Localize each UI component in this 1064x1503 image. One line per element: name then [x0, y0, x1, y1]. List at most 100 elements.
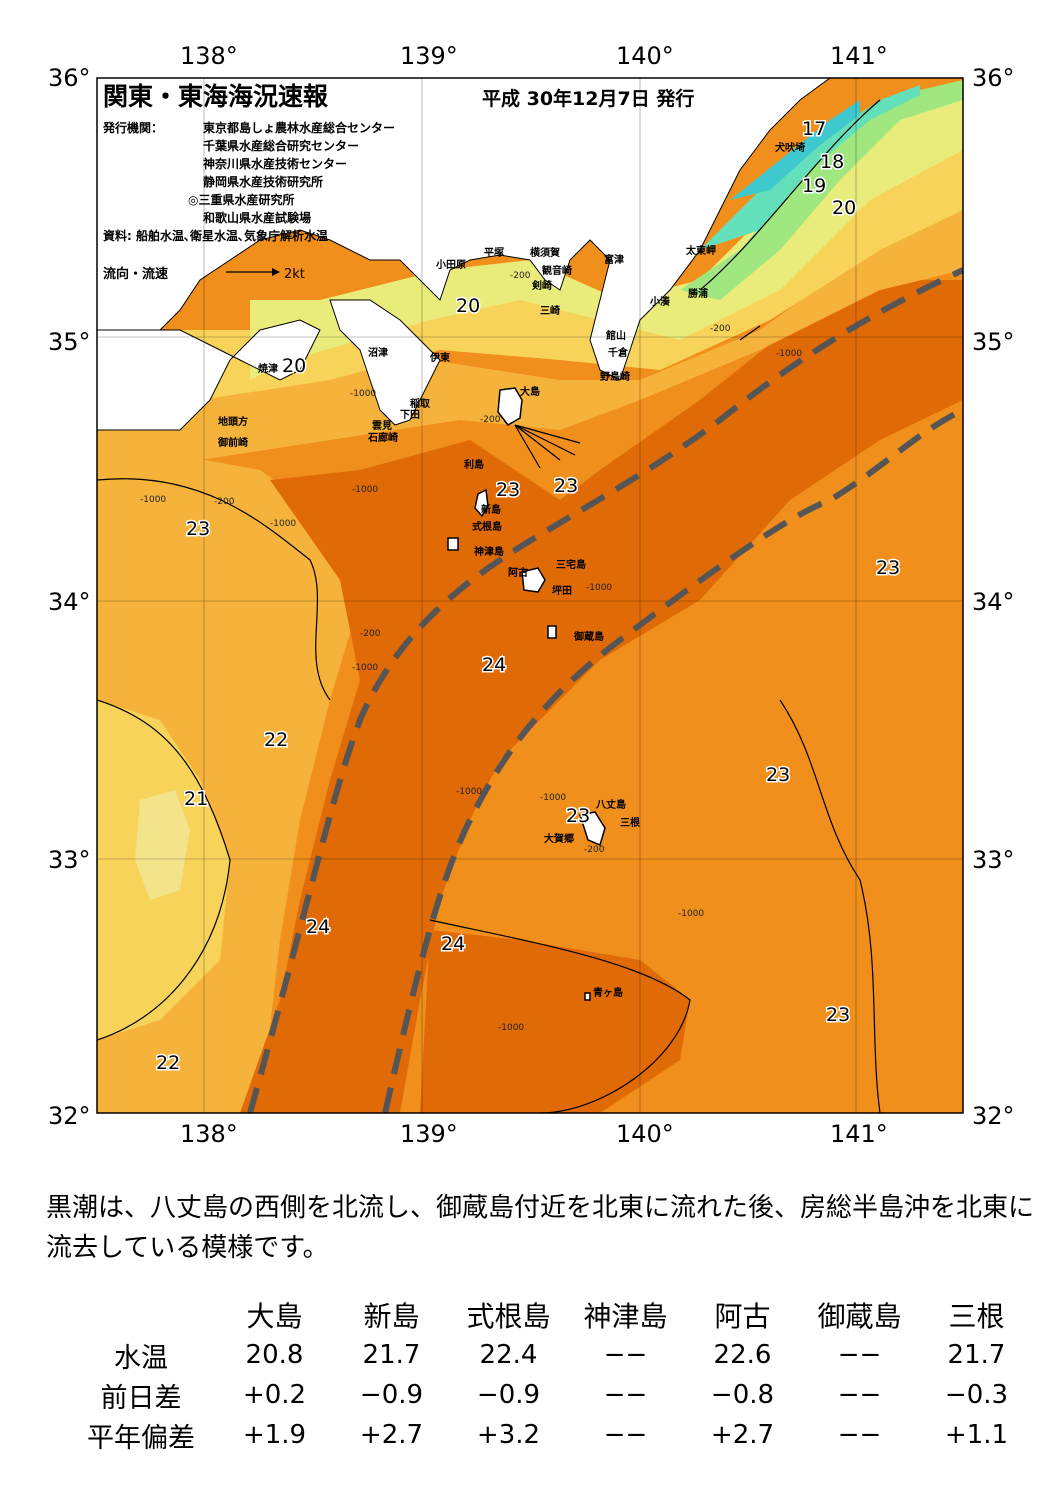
depth-label: -1000	[540, 793, 566, 803]
isotherm-label: 23	[876, 557, 900, 579]
lon-label-139-bottom: 139°	[400, 1120, 458, 1148]
table-cell: −−	[603, 1380, 648, 1410]
map-grid	[97, 78, 963, 1113]
lat-label-34-right: 34°	[972, 588, 1015, 616]
issue-date: 平成 30年12月7日 発行	[482, 87, 694, 110]
row-label: 平年偏差	[87, 1422, 195, 1454]
station-name: 大島	[246, 1300, 303, 1333]
table-row: 水温 20.8 21.7 22.4 −− 22.6 −− 21.7	[66, 1335, 1035, 1375]
isotherm-label: 17	[802, 118, 826, 140]
zone-17	[730, 100, 860, 200]
depth-label: -200	[510, 271, 531, 281]
lon-label-141-top: 141°	[830, 42, 888, 70]
zone-19	[680, 80, 963, 300]
island-mikurajima	[547, 625, 557, 639]
zone-22-north	[97, 200, 963, 470]
sea-temperature-map: 関東・東海海況速報 平成 30年12月7日 発行 発行機関： 東京都島しょ農林水…	[96, 77, 964, 1114]
table-cell: 21.7	[947, 1340, 1006, 1370]
kuroshio-axis-west	[247, 267, 963, 1113]
isotherm-label: 23	[186, 518, 210, 540]
table-cell: −−	[603, 1420, 648, 1450]
place-labels: 犬吠埼 太東岬 勝浦 小湊 館山 千倉 野島崎 富津 平塚 横須賀 観音崎 剣崎…	[217, 141, 805, 999]
table-cell: 21.7	[362, 1340, 421, 1370]
place-label: 太東岬	[685, 244, 716, 257]
table-cell: +0.2	[242, 1380, 307, 1410]
isotherm-label: 20	[832, 197, 856, 219]
place-label: 富津	[604, 253, 624, 266]
lat-label-32-left: 32°	[48, 1102, 91, 1130]
place-label: 稲取	[410, 397, 431, 410]
depth-label: -200	[214, 497, 235, 507]
lon-label-138-top: 138°	[180, 42, 238, 70]
lat-label-35-left: 35°	[48, 328, 91, 356]
lon-label-139-top: 139°	[400, 42, 458, 70]
row-label: 前日差	[100, 1382, 182, 1414]
summary-text: 黒潮は、八丈島の西側を北流し、御蔵島付近を北東に流れた後、房総半島沖を北東に流去…	[46, 1193, 1035, 1263]
flow-legend-scale: 2kt	[284, 267, 305, 282]
depth-label: -1000	[140, 495, 166, 505]
lat-label-32-right: 32°	[972, 1102, 1015, 1130]
isotherm-label: 22	[264, 729, 288, 751]
place-label: 新島	[481, 503, 501, 516]
isotherm-label: 21	[184, 788, 208, 810]
lat-label-33-right: 33°	[972, 846, 1015, 874]
place-label: 千倉	[608, 346, 629, 359]
depth-label: -1000	[270, 519, 296, 529]
data-source: 資料: 船舶水温､衛星水温､気象庁解析水温	[103, 228, 328, 243]
issuer-5: ◎三重県水産研究所	[188, 192, 294, 207]
isotherm-label: 23	[554, 475, 578, 497]
place-label: 沼津	[368, 346, 388, 359]
flow-legend-arrowhead	[272, 268, 280, 276]
isotherm-label: 24	[482, 654, 506, 676]
table-cell: −−	[603, 1340, 648, 1370]
station-name: 三根	[948, 1300, 1005, 1333]
isotherm-label: 20	[282, 355, 306, 377]
table-row: 平年偏差 +1.9 +2.7 +3.2 −− +2.7 −− +1.1	[66, 1415, 1035, 1455]
issuer-6: 和歌山県水産試験場	[202, 210, 311, 225]
issuer-4: 静岡県水産技術研究所	[203, 174, 323, 189]
current-arrows	[514, 325, 761, 469]
place-label: 小湊	[649, 295, 671, 308]
depth-label: -200	[584, 845, 605, 855]
place-label: 雲見	[372, 420, 392, 432]
depth-label: -1000	[352, 485, 378, 495]
place-label: 大賀郷	[544, 832, 574, 845]
isotherm-labels: 17 18 19 20 20 20 23 23 23 23 24 22 21 2…	[155, 117, 902, 1076]
isotherm-label: 24	[441, 933, 465, 955]
lon-label-140-bottom: 140°	[616, 1120, 674, 1148]
place-label: 下田	[400, 409, 420, 421]
zone-20	[250, 90, 963, 380]
place-label: 神津島	[474, 545, 504, 558]
place-label: 御前崎	[217, 436, 248, 449]
place-label: 犬吠埼	[775, 141, 805, 154]
table-row: 前日差 +0.2 −0.9 −0.9 −− −0.8 −− −0.3	[66, 1375, 1035, 1415]
table-cell: +1.1	[944, 1420, 1009, 1450]
zone-24-south	[420, 930, 690, 1113]
depth-label: -1000	[776, 349, 802, 359]
lat-label-34-left: 34°	[48, 588, 91, 616]
place-label: 野島崎	[600, 370, 630, 383]
place-label: 観音崎	[542, 264, 572, 277]
depth-labels: -200 -1000 -200 -1000 -200 -1000 -200 -1…	[140, 271, 802, 1033]
table-cell: −0.9	[476, 1380, 541, 1410]
island-niijima	[474, 488, 489, 518]
place-label: 小田原	[435, 258, 466, 271]
table-cell: +1.9	[242, 1420, 307, 1450]
station-name: 式根島	[466, 1300, 551, 1333]
place-label: 館山	[605, 329, 626, 342]
place-label: 勝浦	[688, 287, 708, 300]
place-label: 三根	[620, 816, 640, 829]
table-cell: 22.4	[479, 1340, 538, 1370]
place-label: 焼津	[258, 362, 278, 375]
island-hachijojima	[579, 811, 606, 847]
isotherm-label: 23	[766, 764, 790, 786]
isotherm-label: 20	[456, 295, 480, 317]
issuer-label: 発行機関：	[102, 120, 163, 135]
zone-21-pocket	[135, 790, 190, 900]
island-aogashima	[584, 992, 591, 1001]
lat-label-33-left: 33°	[48, 846, 91, 874]
table-cell: −0.9	[359, 1380, 424, 1410]
isotherm-label: 19	[802, 175, 826, 197]
station-name: 新島	[363, 1300, 420, 1333]
table-cell: +2.7	[359, 1420, 424, 1450]
